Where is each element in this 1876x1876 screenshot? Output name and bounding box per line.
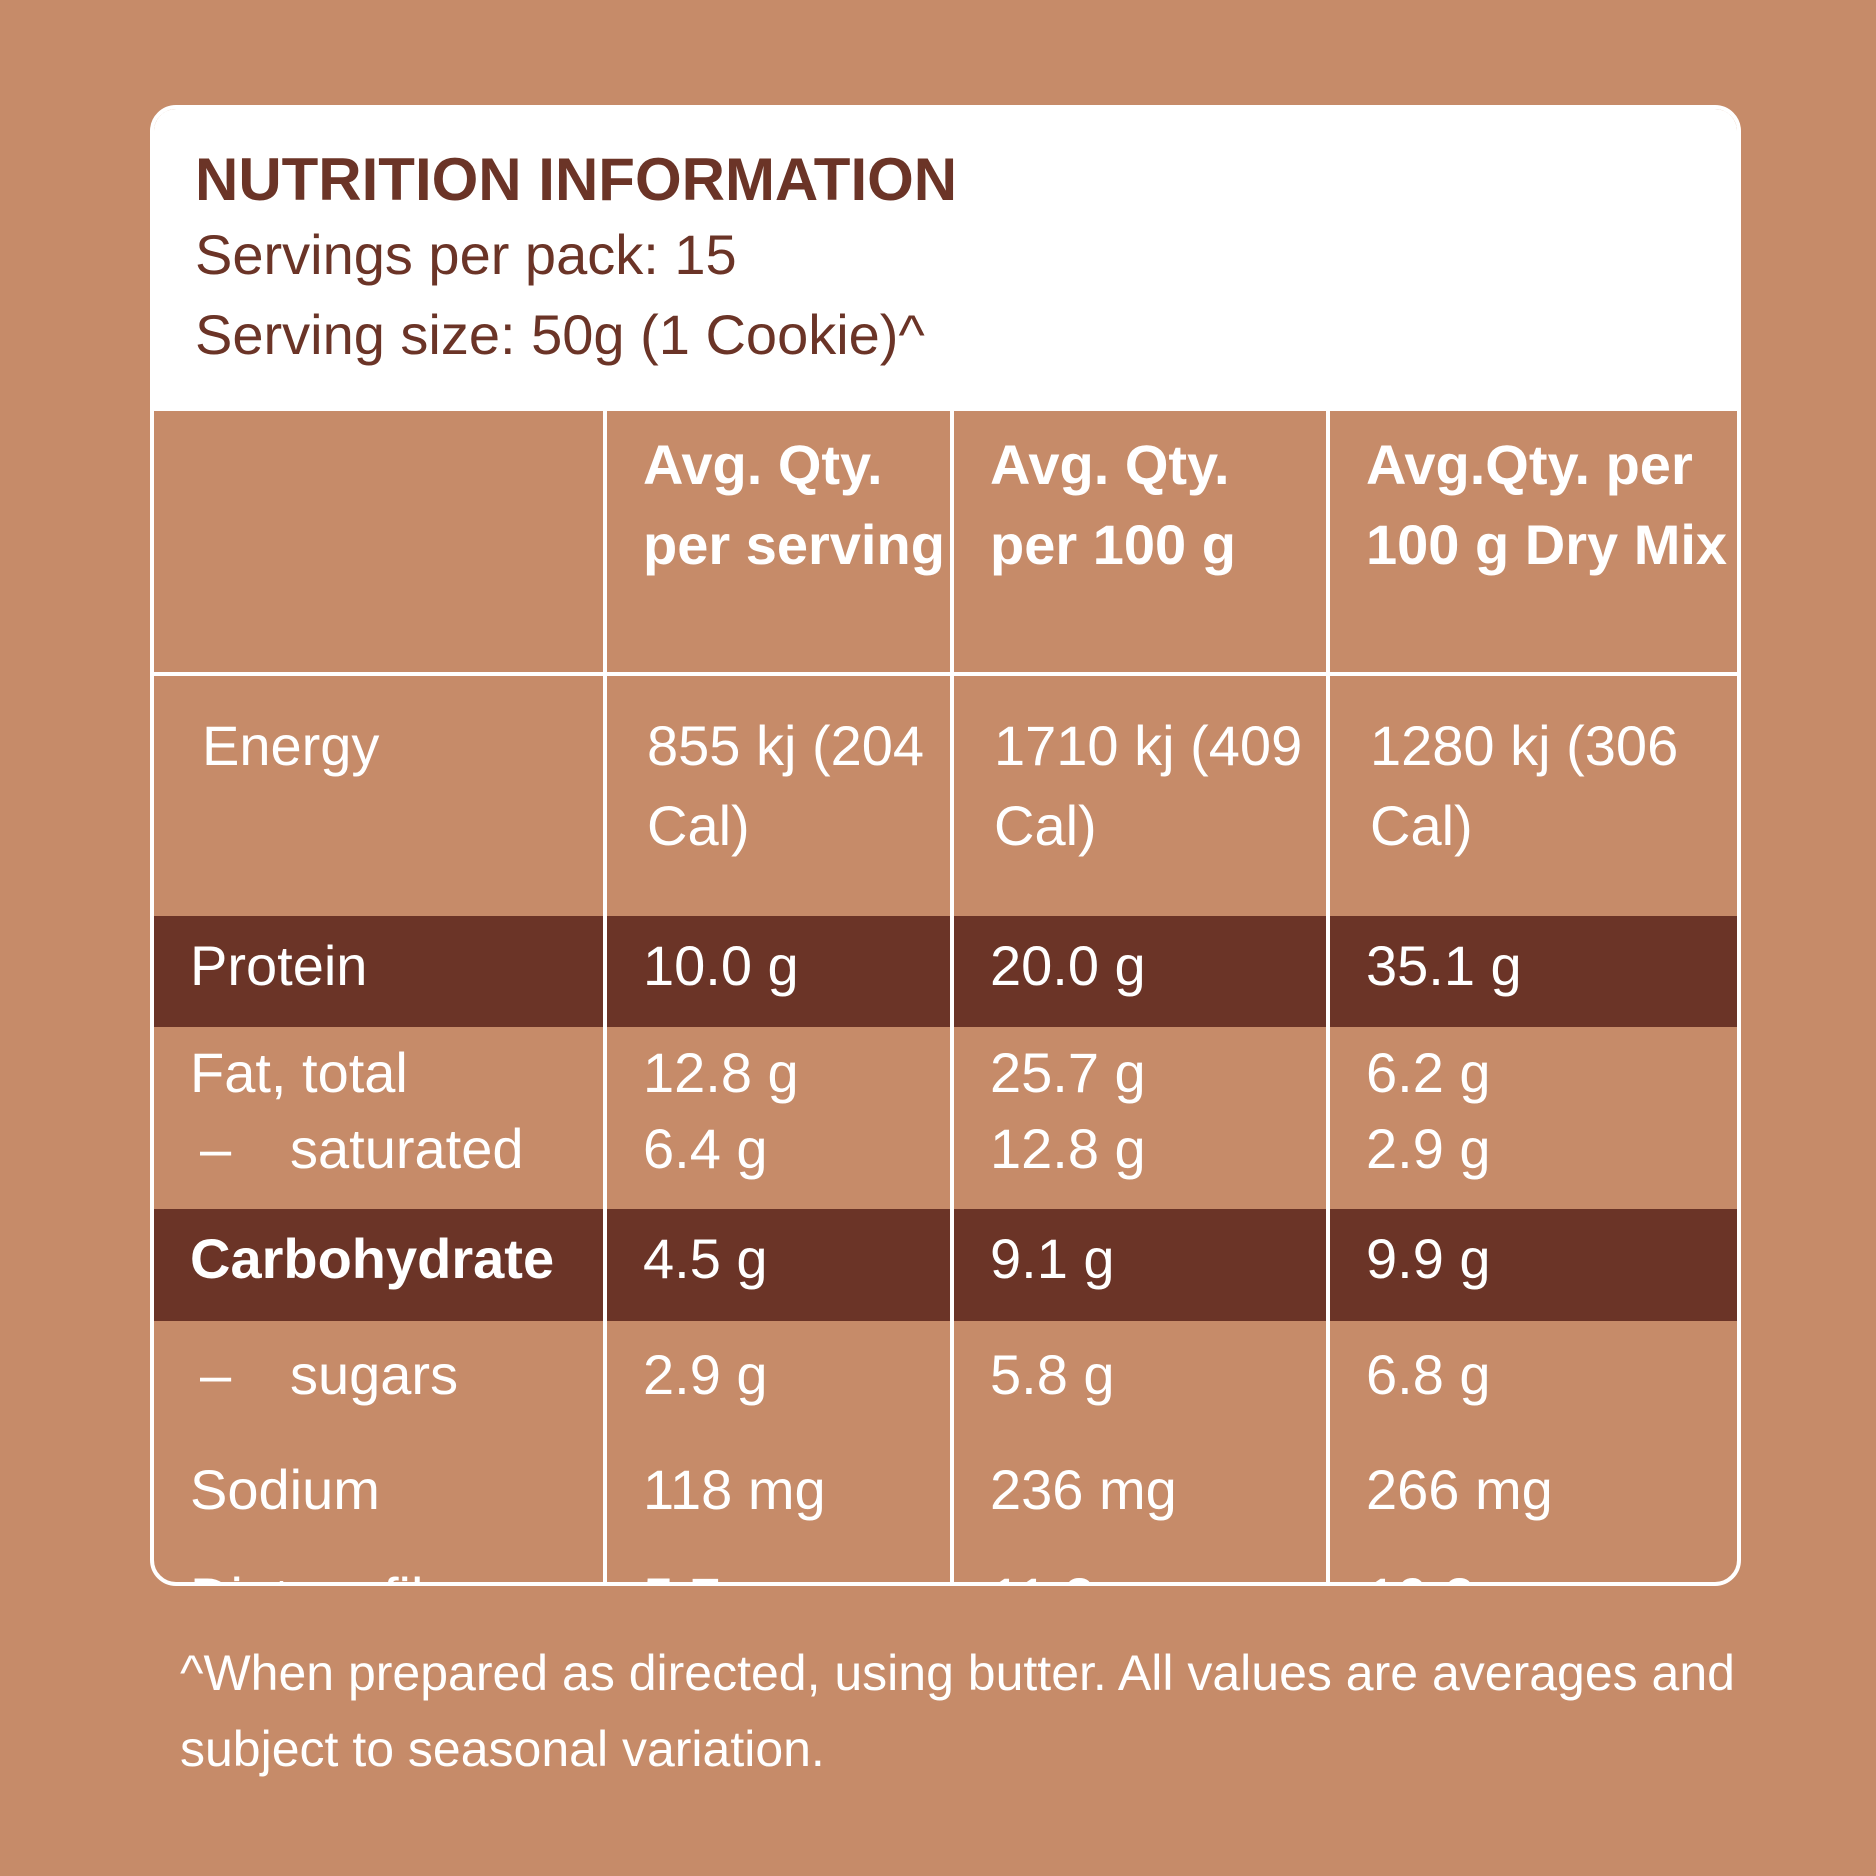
table-row: Energy 855 kj (204 Cal) 1710 kj (409 Cal… [154, 674, 1737, 916]
cell: 1280 kj (306 Cal) [1326, 674, 1737, 916]
cell: 19.3 g [1326, 1554, 1737, 1582]
column-header: Avg. Qty. per 100 g [950, 411, 1328, 676]
column-header: Avg.Qty. per 100 g Dry Mix [1326, 411, 1737, 676]
cell: 6.2 g [1366, 1041, 1491, 1104]
table-row: Protein 10.0 g 20.0 g 35.1 g [154, 916, 1737, 1027]
row-label: Protein [154, 916, 605, 1027]
row-label: saturated [290, 1117, 524, 1180]
dash: – [200, 1117, 232, 1180]
cell: 5.8 g [950, 1321, 1328, 1446]
cell: 6.8 g [1326, 1321, 1737, 1446]
cell: 1710 kj (409 Cal) [950, 674, 1328, 916]
column-header [154, 411, 605, 676]
cell: 118 mg [603, 1446, 952, 1554]
cell: 20.0 g [950, 916, 1328, 1027]
dash: – [200, 1343, 232, 1406]
cell: 12.8 g [643, 1041, 799, 1104]
cell: 10.0 g [603, 916, 952, 1027]
row-label: Sodium [190, 1458, 380, 1521]
table-header-row: Avg. Qty. per serving Avg. Qty. per 100 … [154, 411, 1737, 676]
row-label: sugars [290, 1343, 459, 1406]
row-label: Fat, total [190, 1041, 408, 1104]
table-row: Sodium 118 mg 236 mg 266 mg [154, 1446, 1737, 1554]
row-label: Carbohydrate [154, 1209, 605, 1321]
cell: 4.5 g [603, 1209, 952, 1321]
serving-size: Serving size: 50g (1 Cookie)^ [195, 303, 925, 366]
cell: 266 mg [1326, 1446, 1737, 1554]
footnote: ^When prepared as directed, using butter… [180, 1645, 1735, 1777]
cell: 11.3 g [950, 1554, 1328, 1582]
cell: 6.4 g [643, 1117, 768, 1180]
cell: 236 mg [950, 1446, 1328, 1554]
panel-title: NUTRITION INFORMATION [195, 146, 958, 213]
cell: 2.9 g [1366, 1117, 1491, 1180]
panel-header: NUTRITION INFORMATION Servings per pack:… [154, 109, 1737, 411]
row-label: Energy [202, 714, 380, 777]
cell: 12.8 g [990, 1117, 1146, 1180]
nutrition-panel: NUTRITION INFORMATION Servings per pack:… [150, 105, 1741, 1586]
table-row: – sugars 2.9 g 5.8 g 6.8 g [154, 1321, 1737, 1446]
cell: 35.1 g [1326, 916, 1737, 1027]
cell: 25.7 g [990, 1041, 1146, 1104]
cell: 2.9 g [603, 1321, 952, 1446]
cell: 9.9 g [1326, 1209, 1737, 1321]
row-label: Dietary fibre [154, 1554, 605, 1582]
cell: 9.1 g [950, 1209, 1328, 1321]
nutrition-table: Avg. Qty. per serving Avg. Qty. per 100 … [154, 411, 1737, 1582]
cell: 855 kj (204 Cal) [603, 674, 952, 916]
cell: 5.7 g [603, 1554, 952, 1582]
table-row: Fat, total – saturated 12.8 g 6.4 g 25.7 g… [154, 1027, 1737, 1209]
column-header: Avg. Qty. per serving [603, 411, 952, 676]
table-row: Dietary fibre 5.7 g 11.3 g 19.3 g [154, 1554, 1737, 1582]
servings-per-pack: Servings per pack: 15 [195, 223, 737, 286]
table-row: Carbohydrate 4.5 g 9.1 g 9.9 g [154, 1209, 1737, 1321]
